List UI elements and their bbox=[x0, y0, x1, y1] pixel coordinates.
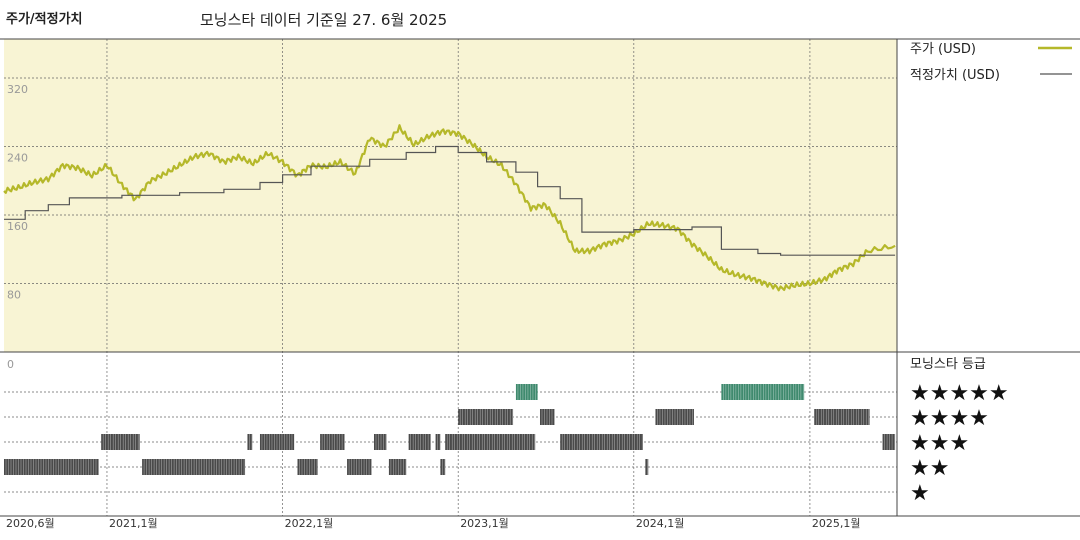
rating-bar bbox=[645, 459, 649, 475]
x-tick-label: 2025,1월 bbox=[812, 517, 861, 530]
rating-bar bbox=[4, 459, 99, 475]
rating-stars-label: ★★ bbox=[910, 456, 949, 481]
x-tick-label: 2020,6월 bbox=[6, 517, 55, 530]
rating-bar bbox=[814, 409, 870, 425]
rating-stars-label: ★★★★★ bbox=[910, 381, 1009, 406]
rating-bar bbox=[560, 434, 643, 450]
rating-bar bbox=[297, 459, 318, 475]
legend-price-label: 주가 (USD) bbox=[910, 42, 976, 57]
rating-bar bbox=[721, 384, 805, 400]
y-tick-label: 320 bbox=[7, 83, 28, 96]
rating-stars-label: ★★★ bbox=[910, 431, 969, 456]
rating-title: 모닝스타 등급 bbox=[910, 357, 986, 372]
x-tick-label: 2023,1월 bbox=[460, 517, 509, 530]
y-tick-label: 240 bbox=[7, 152, 28, 165]
series-lines bbox=[3, 124, 896, 292]
y-tick-label: 160 bbox=[7, 220, 28, 233]
rating-bar bbox=[408, 434, 431, 450]
x-tick-label: 2021,1월 bbox=[109, 517, 158, 530]
rating-bar bbox=[440, 459, 446, 475]
rating-bar bbox=[247, 434, 253, 450]
rating-bar bbox=[435, 434, 441, 450]
x-axis-ticks: 2020,6월 2021,1월 2022,1월 2023,1월 2024,1월 2025,… bbox=[6, 517, 861, 530]
rating-star-labels: ★★★★★★★★★★★★★★★ bbox=[910, 381, 1009, 506]
price-line bbox=[3, 124, 896, 292]
y-tick-label: 80 bbox=[7, 289, 21, 302]
x-tick-label: 2024,1월 bbox=[636, 517, 685, 530]
y-axis-ticks: 320 240 160 80 0 bbox=[7, 83, 28, 371]
rating-bar bbox=[458, 409, 514, 425]
fair-value-line bbox=[4, 145, 896, 256]
rating-bar bbox=[515, 384, 538, 400]
rating-bar bbox=[445, 434, 536, 450]
rating-bar bbox=[142, 459, 246, 475]
data-date-subtitle: 모닝스타 데이터 기준일 27. 6월 2025 bbox=[200, 11, 448, 29]
rating-stars-label: ★ bbox=[910, 481, 930, 506]
x-tick-label: 2022,1월 bbox=[285, 517, 334, 530]
rating-stars-label: ★★★★ bbox=[910, 406, 989, 431]
rating-bars bbox=[4, 384, 896, 475]
chart-title: 주가/적정가치 bbox=[6, 12, 83, 27]
legend: 주가 (USD) 적정가치 (USD) 모닝스타 등급 bbox=[910, 42, 1072, 372]
legend-fair-value-label: 적정가치 (USD) bbox=[910, 68, 1000, 83]
y-tick-label: 0 bbox=[7, 358, 14, 371]
chart-frame bbox=[0, 38, 1080, 517]
